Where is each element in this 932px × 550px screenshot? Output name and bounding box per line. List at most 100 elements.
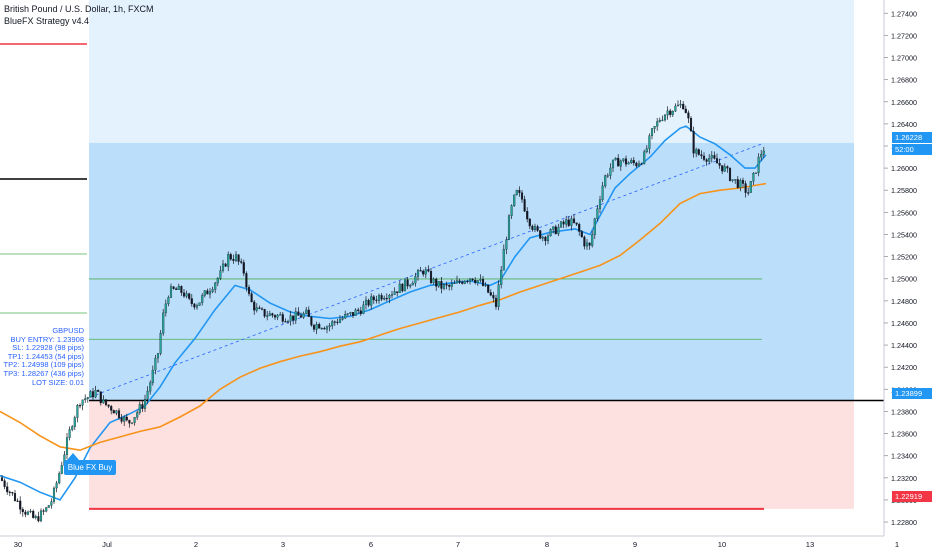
y-tick-label: 1.24800 <box>891 297 917 306</box>
candle-body <box>37 516 40 522</box>
candle-body <box>156 353 160 359</box>
candle-body <box>630 160 633 163</box>
candle <box>536 224 539 232</box>
tp3-zone <box>89 0 854 143</box>
candle-body <box>273 315 277 318</box>
candle-body <box>744 183 747 193</box>
info-tp3: TP3: 1.28267 (436 pips) <box>3 368 84 378</box>
candle-body <box>398 283 401 293</box>
candle-body <box>762 150 765 155</box>
candle <box>500 265 503 289</box>
candle <box>52 486 56 504</box>
candle <box>448 283 451 291</box>
candle <box>234 251 238 263</box>
candle-body <box>734 179 737 181</box>
candle-body <box>671 110 674 115</box>
candle <box>154 354 157 375</box>
candle-body <box>653 126 656 129</box>
candle-body <box>752 173 755 182</box>
candle <box>721 165 724 174</box>
candle-body <box>271 313 274 316</box>
candle <box>533 223 537 233</box>
candle-body <box>726 166 729 169</box>
candle <box>666 106 669 120</box>
candle <box>268 310 271 317</box>
candle-body <box>656 121 659 127</box>
candle <box>669 108 672 118</box>
candle-body <box>130 422 134 424</box>
candle <box>674 103 677 113</box>
candle-body <box>3 480 6 487</box>
bar-countdown-tag: 52:00 <box>892 144 932 155</box>
candle-body <box>39 510 43 522</box>
candle <box>0 475 4 482</box>
candle-body <box>263 308 266 317</box>
candle-body <box>419 270 422 272</box>
candle <box>609 163 612 180</box>
candle-body <box>453 282 456 285</box>
candle <box>117 408 121 420</box>
x-tick-label: 13 <box>806 540 814 549</box>
candle-body <box>344 313 347 319</box>
candle-body <box>497 284 500 307</box>
candle-body <box>310 316 313 326</box>
candle <box>115 410 118 416</box>
candle-body <box>86 397 89 399</box>
candle-body <box>494 297 498 307</box>
candle <box>474 277 477 285</box>
info-tp1: TP1: 1.24453 (54 pips) <box>7 351 84 361</box>
candle <box>661 115 664 122</box>
candle <box>718 158 721 169</box>
candle-body <box>255 307 258 311</box>
candle <box>198 302 201 306</box>
candle-body <box>578 224 581 232</box>
x-tick-label: 10 <box>718 540 726 549</box>
candle <box>557 223 560 237</box>
ema-slow-line <box>0 182 767 452</box>
candle-body <box>474 279 477 283</box>
candle-body <box>526 211 529 220</box>
candle <box>263 308 266 319</box>
candle <box>50 498 53 509</box>
candle <box>588 242 591 250</box>
candle <box>461 280 464 285</box>
price-axis-bg <box>884 0 932 550</box>
candle-body <box>216 278 219 284</box>
candle-body <box>19 500 22 510</box>
candle <box>570 215 573 231</box>
buy-signal-label[interactable]: Blue FX Buy <box>64 460 116 475</box>
candle-body <box>375 299 378 301</box>
candle <box>656 117 659 131</box>
candle <box>143 394 147 412</box>
candle-body <box>294 311 297 321</box>
candle-body <box>380 295 383 300</box>
candle-body <box>276 314 279 318</box>
loss-zone <box>89 400 854 509</box>
candle <box>159 330 162 356</box>
candle <box>73 415 76 431</box>
info-lot: LOT SIZE: 0.01 <box>32 377 84 387</box>
candle <box>580 230 583 238</box>
candle <box>203 290 206 298</box>
candle <box>76 403 79 423</box>
candle-body <box>250 293 253 303</box>
candle-body <box>346 313 349 315</box>
candle-body <box>201 295 204 303</box>
candle-body <box>422 270 425 275</box>
candle-body <box>411 283 414 286</box>
candle-body <box>198 302 201 306</box>
candle-body <box>65 437 69 455</box>
candle <box>575 222 578 227</box>
candle-body <box>206 290 209 295</box>
candle-body <box>188 293 191 299</box>
candle-body <box>102 399 105 404</box>
candle-body <box>723 166 726 172</box>
candle <box>193 303 196 310</box>
candle-body <box>708 157 711 162</box>
candle <box>700 150 703 159</box>
candle <box>182 288 186 298</box>
candle-body <box>383 298 386 300</box>
candle-body <box>401 283 404 292</box>
candle-body <box>429 271 433 283</box>
